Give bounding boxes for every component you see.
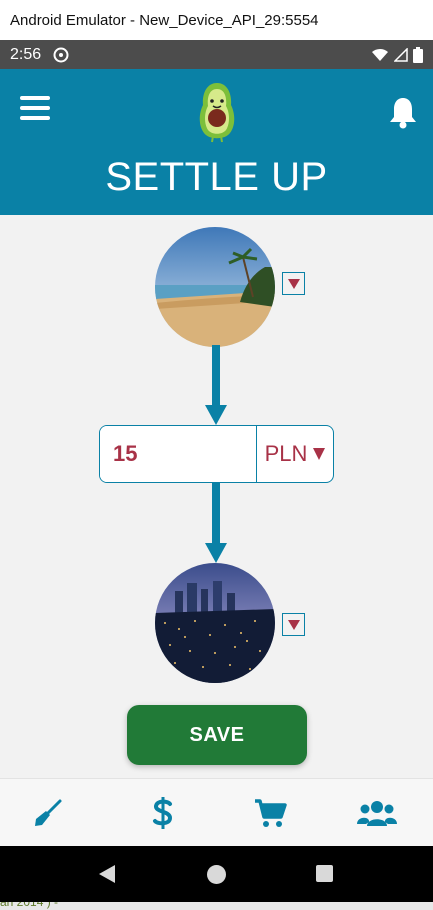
flow-arrow-down-icon-top xyxy=(205,405,227,425)
status-bar: 2:56 xyxy=(0,40,433,69)
sync-icon xyxy=(53,47,69,62)
amount-input[interactable] xyxy=(100,426,256,482)
android-system-nav xyxy=(0,846,433,902)
app-header: SETTLE UP xyxy=(0,69,433,215)
emulator-window-title: Android Emulator - New_Device_API_29:555… xyxy=(0,0,433,40)
status-time: 2:56 xyxy=(10,45,42,63)
currency-dropdown[interactable]: PLN xyxy=(256,426,333,482)
nav-dollar-icon[interactable] xyxy=(143,795,183,831)
currency-label: PLN xyxy=(264,441,308,466)
chevron-down-icon xyxy=(287,619,300,630)
flow-arrow-down-icon-bottom xyxy=(205,543,227,563)
recipient-avatar-city[interactable] xyxy=(155,563,275,683)
nav-broom-icon[interactable] xyxy=(28,795,68,831)
payer-select-dropdown[interactable] xyxy=(282,272,305,295)
bottom-navigation xyxy=(0,778,433,846)
recipient-select-dropdown[interactable] xyxy=(282,613,305,636)
host-text: an 2014 ) - xyxy=(0,902,59,909)
chevron-down-icon xyxy=(313,448,326,460)
battery-icon xyxy=(413,46,423,63)
back-icon[interactable] xyxy=(98,864,116,884)
host-background-strip: an 2014 ) - xyxy=(0,902,433,910)
page-title: SETTLE UP xyxy=(105,155,328,199)
settle-up-content: PLN xyxy=(0,215,433,778)
avocado-logo-icon xyxy=(199,83,235,143)
chevron-down-icon xyxy=(287,278,300,289)
home-icon[interactable] xyxy=(207,865,226,884)
hamburger-menu-icon[interactable] xyxy=(20,96,50,126)
notification-bell-icon[interactable] xyxy=(388,95,418,129)
recents-icon[interactable] xyxy=(316,865,333,882)
payer-avatar-beach[interactable] xyxy=(155,227,275,347)
flow-arrow-shaft-bottom xyxy=(212,483,220,549)
amount-currency-group: PLN xyxy=(99,425,334,483)
signal-icon xyxy=(394,47,408,62)
save-button[interactable]: SAVE xyxy=(127,705,307,765)
wifi-icon xyxy=(372,48,388,61)
nav-cart-icon[interactable] xyxy=(251,795,291,831)
nav-users-icon[interactable] xyxy=(357,795,397,831)
flow-arrow-shaft-top xyxy=(212,345,220,408)
